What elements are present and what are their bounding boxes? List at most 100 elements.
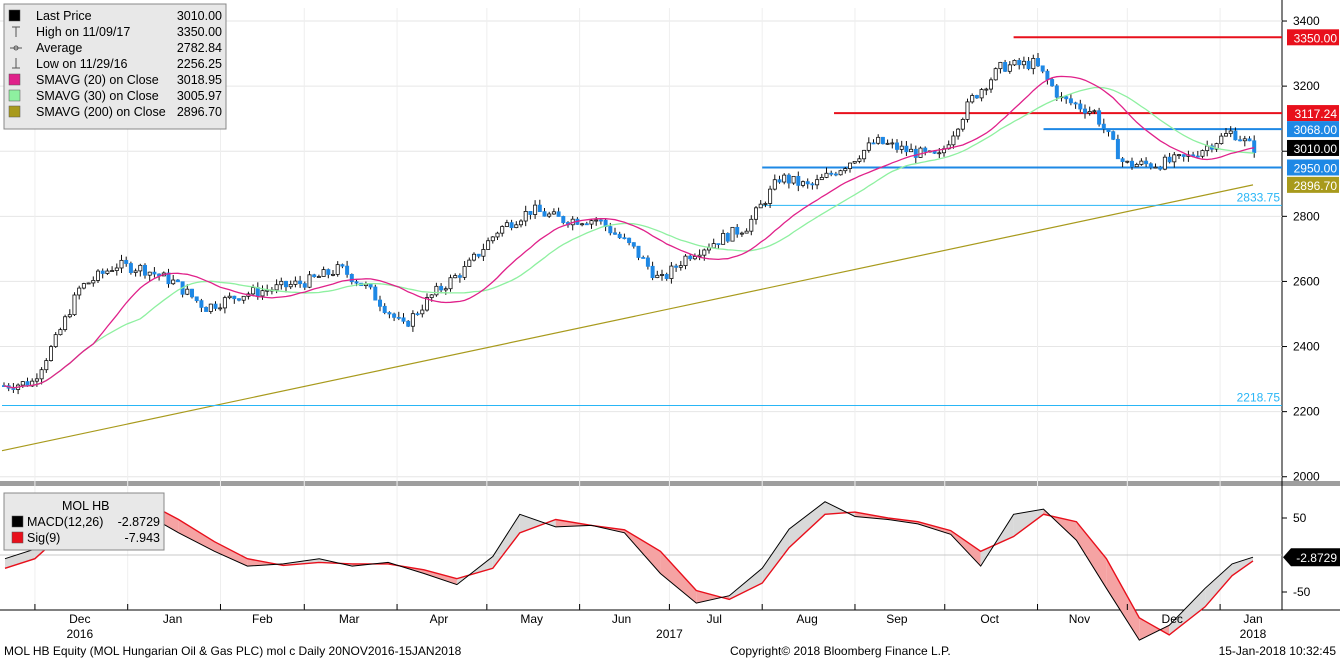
candle-body	[63, 316, 68, 331]
candle-body	[617, 233, 622, 239]
macd-legend: MOL HB MACD(12,26) -2.8729 Sig(9) -7.943	[3, 492, 165, 551]
candle-body	[1134, 163, 1139, 168]
x-month-label: Mar	[339, 612, 360, 626]
candle-body	[434, 285, 439, 296]
candle-body	[989, 79, 994, 90]
macd-fill	[762, 529, 790, 584]
macd-line	[4, 496, 1254, 641]
macd-legend-label: MACD(12,26)	[27, 515, 103, 529]
macd-legend-value: -2.8729	[118, 515, 160, 529]
legend-label: High on 11/09/17	[36, 25, 130, 39]
average-marker-icon	[10, 45, 22, 51]
macd-y-tick-label: 50	[1293, 511, 1307, 525]
candle-body	[1139, 160, 1144, 165]
candle-body	[189, 288, 194, 298]
candle-body	[1125, 160, 1130, 163]
macd-fill	[1139, 617, 1170, 641]
candle-body	[895, 142, 900, 150]
candle-body	[307, 274, 312, 288]
x-month-label: Sep	[886, 612, 908, 626]
candle-body	[678, 265, 683, 268]
candle-body	[415, 313, 420, 316]
candle-body	[124, 259, 129, 264]
candle-body	[53, 334, 58, 348]
macd-legend-label: Sig(9)	[27, 531, 60, 545]
candle-body	[758, 203, 763, 209]
candle-body	[547, 213, 552, 217]
candle-body	[1181, 154, 1186, 157]
candle-body	[1214, 143, 1219, 150]
candle-body	[457, 275, 462, 278]
candle-body	[420, 309, 425, 315]
candle-body	[251, 287, 256, 295]
candle-body	[833, 173, 838, 176]
candle-body	[768, 188, 773, 204]
candle-body	[711, 243, 716, 249]
candle-body	[551, 211, 556, 215]
candle-body	[1021, 60, 1026, 66]
candle-body	[467, 259, 472, 267]
candle-body	[1205, 145, 1210, 152]
candle-body	[504, 222, 509, 227]
candle-body	[1101, 123, 1106, 130]
legend-label: Average	[36, 41, 82, 55]
candle-body	[406, 320, 411, 327]
macd-fill	[214, 541, 248, 567]
candle-body	[30, 380, 35, 387]
low-marker-icon	[12, 58, 20, 69]
legend-label: Last Price	[36, 9, 92, 23]
macd-fill	[696, 590, 730, 604]
candle-body	[805, 181, 810, 185]
macd-legend-value: -7.943	[125, 531, 160, 545]
candle-body	[279, 280, 284, 286]
macd-fill	[1106, 558, 1140, 641]
candle-body	[105, 270, 110, 274]
candle-body	[142, 264, 147, 276]
candle-body	[349, 273, 354, 283]
price-tag-bg	[1287, 121, 1339, 138]
y-tick-label: 2600	[1293, 274, 1320, 288]
footer: MOL HB Equity (MOL Hungarian Oil & Gas P…	[4, 644, 1336, 658]
price-tag: 2896.70	[1294, 179, 1338, 193]
candle-body	[218, 307, 223, 310]
candle-body	[208, 303, 213, 312]
candle-body	[923, 147, 928, 152]
candle-body	[81, 283, 86, 289]
candle-body	[589, 220, 594, 225]
candle-body	[382, 305, 387, 313]
legend-swatch	[8, 89, 21, 102]
candle-body	[796, 175, 801, 186]
candle-body	[1252, 140, 1257, 154]
candle-body	[302, 283, 307, 288]
candle-body	[354, 281, 359, 284]
candle-body	[1050, 79, 1055, 87]
candle-body	[509, 222, 514, 229]
price-tag: 3068.00	[1294, 123, 1338, 137]
x-month-label: Jul	[707, 612, 722, 626]
candle-body	[213, 303, 218, 309]
candle-body	[937, 152, 942, 155]
candle-body	[1083, 108, 1088, 114]
candle-body	[1068, 98, 1073, 104]
candle-body	[608, 226, 613, 234]
candle-body	[1026, 60, 1031, 70]
candle-body	[373, 286, 378, 301]
legend-value: 2256.25	[177, 57, 222, 71]
candle-body	[255, 287, 260, 297]
candle-body	[725, 233, 730, 242]
candle-body	[899, 145, 904, 150]
macd-fill	[789, 501, 826, 548]
y-tick-label: 3200	[1293, 79, 1320, 93]
macd-legend-swatch	[11, 515, 24, 528]
candle-body	[519, 220, 524, 226]
sma20-line	[3, 75, 1255, 389]
candle-body	[744, 230, 749, 234]
candle-body	[133, 270, 138, 273]
macd-fill	[178, 519, 215, 552]
candle-body	[194, 296, 199, 302]
candle-body	[970, 95, 975, 103]
footer-timestamp-text: 15-Jan-2018 10:32:45	[1219, 644, 1337, 658]
candle-body	[951, 135, 956, 146]
legend-value: 3350.00	[177, 25, 222, 39]
candle-body	[462, 266, 467, 278]
